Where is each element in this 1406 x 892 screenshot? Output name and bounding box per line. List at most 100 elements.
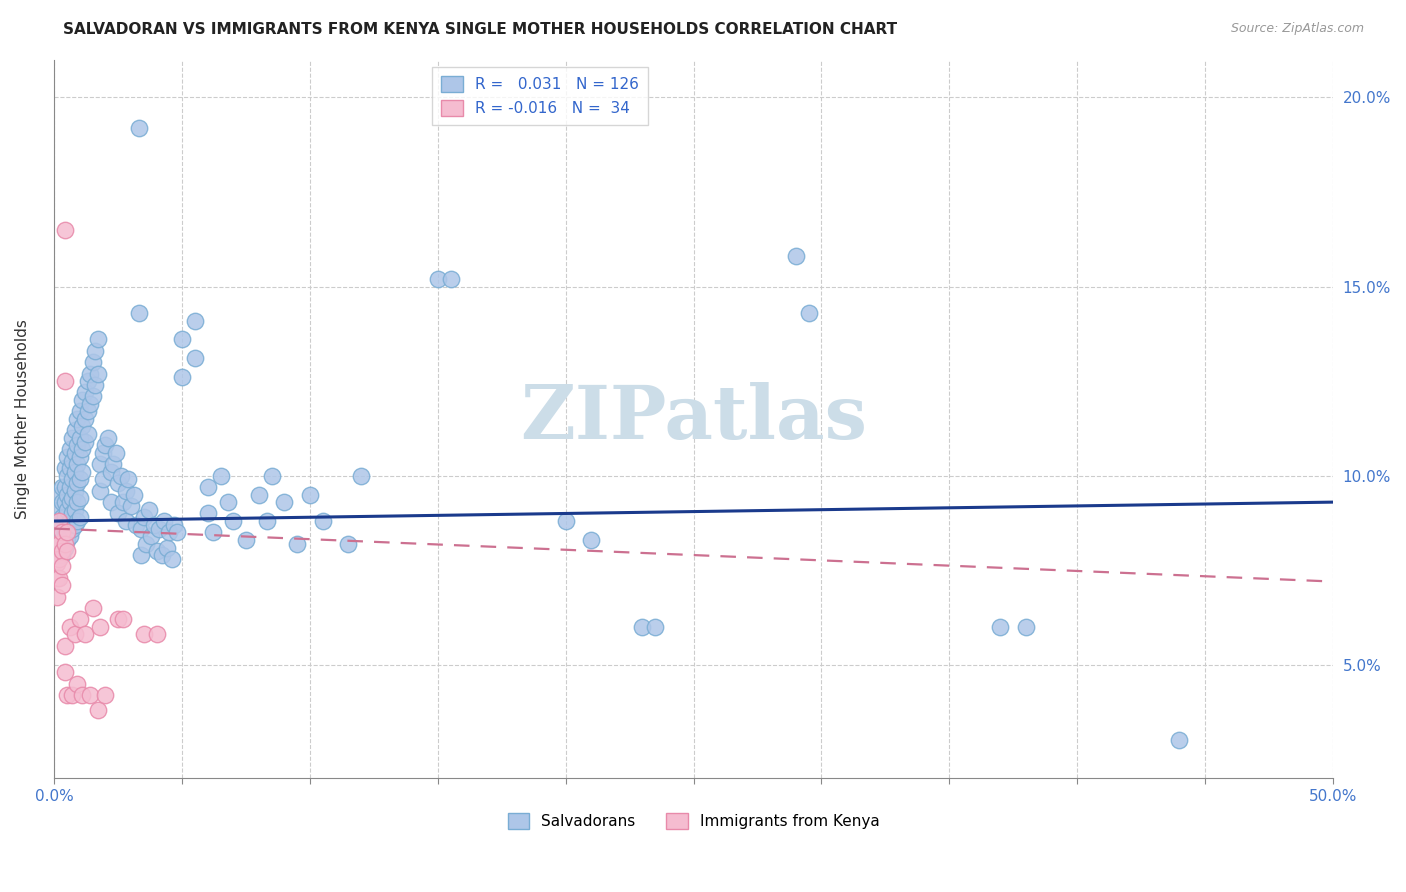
Point bbox=[79, 397, 101, 411]
Point bbox=[94, 438, 117, 452]
Point bbox=[94, 688, 117, 702]
Point bbox=[129, 548, 152, 562]
Point bbox=[112, 612, 135, 626]
Point bbox=[60, 472, 83, 486]
Point bbox=[51, 495, 73, 509]
Point bbox=[138, 502, 160, 516]
Point bbox=[48, 487, 70, 501]
Point bbox=[337, 537, 360, 551]
Point bbox=[76, 374, 98, 388]
Point bbox=[184, 313, 207, 327]
Point bbox=[197, 480, 219, 494]
Point bbox=[312, 514, 335, 528]
Point bbox=[172, 370, 194, 384]
Point bbox=[45, 548, 67, 562]
Point bbox=[79, 367, 101, 381]
Point bbox=[172, 333, 194, 347]
Point bbox=[115, 483, 138, 498]
Point bbox=[129, 522, 152, 536]
Point bbox=[53, 480, 76, 494]
Point bbox=[82, 389, 104, 403]
Point bbox=[45, 514, 67, 528]
Point bbox=[59, 514, 82, 528]
Point bbox=[217, 495, 239, 509]
Point bbox=[141, 529, 163, 543]
Point bbox=[201, 525, 224, 540]
Point bbox=[63, 517, 86, 532]
Point bbox=[45, 556, 67, 570]
Point bbox=[63, 627, 86, 641]
Point bbox=[56, 688, 79, 702]
Point bbox=[115, 514, 138, 528]
Point bbox=[60, 491, 83, 506]
Point bbox=[66, 438, 89, 452]
Point bbox=[150, 548, 173, 562]
Point bbox=[45, 571, 67, 585]
Point bbox=[73, 412, 96, 426]
Point bbox=[84, 377, 107, 392]
Point bbox=[112, 495, 135, 509]
Point bbox=[69, 510, 91, 524]
Point bbox=[59, 495, 82, 509]
Point bbox=[69, 404, 91, 418]
Point bbox=[51, 525, 73, 540]
Point bbox=[97, 431, 120, 445]
Point bbox=[51, 525, 73, 540]
Point bbox=[631, 620, 654, 634]
Point bbox=[110, 468, 132, 483]
Point bbox=[1168, 733, 1191, 747]
Point bbox=[53, 639, 76, 653]
Point bbox=[72, 465, 94, 479]
Point bbox=[56, 487, 79, 501]
Point bbox=[56, 468, 79, 483]
Point bbox=[785, 249, 807, 263]
Point bbox=[51, 480, 73, 494]
Point bbox=[56, 502, 79, 516]
Point bbox=[166, 525, 188, 540]
Point bbox=[66, 412, 89, 426]
Point bbox=[256, 514, 278, 528]
Point bbox=[72, 688, 94, 702]
Point bbox=[197, 507, 219, 521]
Point bbox=[797, 306, 820, 320]
Point bbox=[222, 514, 245, 528]
Point bbox=[87, 367, 110, 381]
Point bbox=[69, 491, 91, 506]
Point bbox=[117, 472, 139, 486]
Point bbox=[51, 544, 73, 558]
Point bbox=[101, 458, 124, 472]
Point bbox=[48, 537, 70, 551]
Point bbox=[440, 272, 463, 286]
Point bbox=[135, 537, 157, 551]
Point bbox=[89, 483, 111, 498]
Point bbox=[66, 458, 89, 472]
Point bbox=[59, 480, 82, 494]
Point bbox=[145, 544, 167, 558]
Point bbox=[107, 612, 129, 626]
Point bbox=[990, 620, 1012, 634]
Point bbox=[59, 529, 82, 543]
Text: ZIPatlas: ZIPatlas bbox=[520, 383, 868, 456]
Point bbox=[132, 627, 155, 641]
Point bbox=[53, 525, 76, 540]
Point bbox=[51, 548, 73, 562]
Point bbox=[209, 468, 232, 483]
Point bbox=[299, 487, 322, 501]
Point bbox=[48, 571, 70, 585]
Point bbox=[48, 533, 70, 547]
Point bbox=[128, 306, 150, 320]
Point bbox=[60, 507, 83, 521]
Point bbox=[51, 537, 73, 551]
Point bbox=[53, 461, 76, 475]
Point bbox=[89, 620, 111, 634]
Point bbox=[48, 522, 70, 536]
Point bbox=[45, 590, 67, 604]
Point bbox=[156, 541, 179, 555]
Point bbox=[66, 676, 89, 690]
Point bbox=[69, 612, 91, 626]
Point bbox=[63, 502, 86, 516]
Point bbox=[1015, 620, 1038, 634]
Point bbox=[73, 434, 96, 449]
Point bbox=[120, 499, 142, 513]
Point bbox=[128, 120, 150, 135]
